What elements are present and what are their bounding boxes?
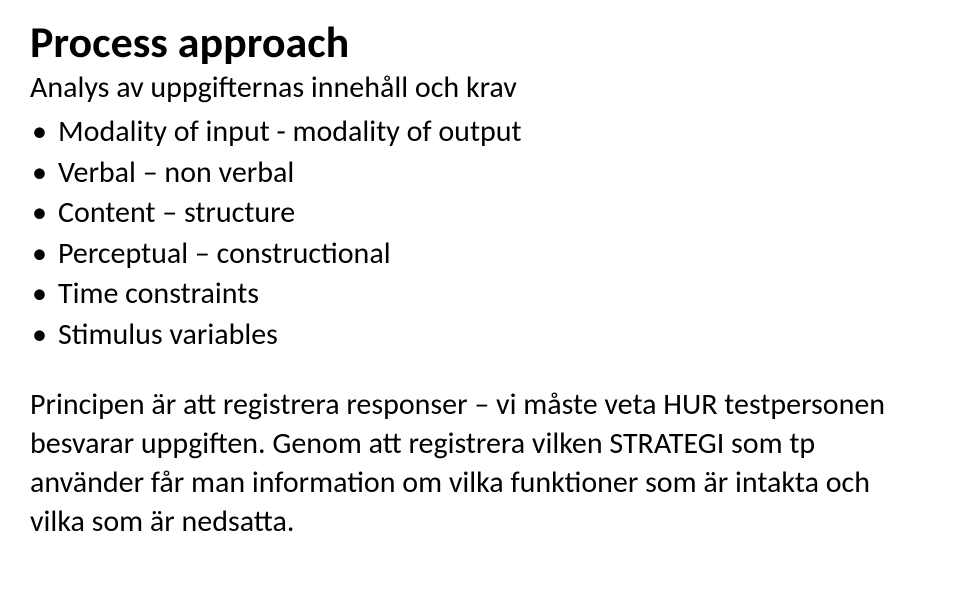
page-title: Process approach [30,18,930,66]
list-item: Modality of input - modality of output [30,112,930,153]
document-page: Process approach Analys av uppgifternas … [0,0,960,541]
page-subtitle: Analys av uppgifternas innehåll och krav [30,70,930,106]
list-item: Perceptual – constructional [30,234,930,275]
list-item: Verbal – non verbal [30,153,930,194]
body-paragraph: Principen är att registrera responser – … [30,385,930,541]
list-item: Stimulus variables [30,315,930,356]
list-item: Content – structure [30,193,930,234]
list-item: Time constraints [30,274,930,315]
bullet-list: Modality of input - modality of output V… [30,112,930,355]
